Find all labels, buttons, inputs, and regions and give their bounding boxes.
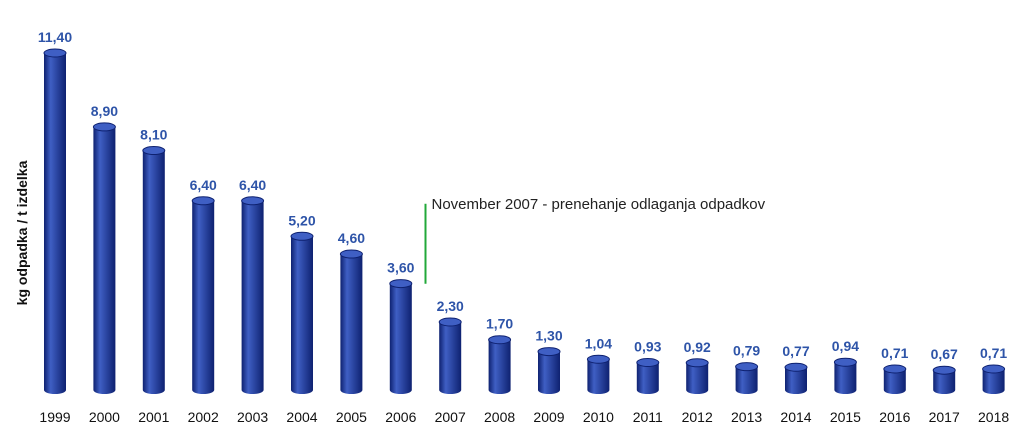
bar-2005 [340,254,363,394]
bar-2007 [439,322,462,394]
bars-group: 11,40 1999 8,90 2000 8,10 2001 6,40 2002 6,40 200… [38,29,1010,425]
annotation-group: November 2007 - prenehanje odlaganja odp… [424,196,766,284]
value-label-2001: 8,10 [140,127,167,143]
bar-2011 [636,362,659,394]
x-tick-2002: 2002 [188,409,219,425]
value-label-2010: 1,04 [585,335,612,351]
bar-2018 [982,369,1005,394]
bar-2000 [93,126,116,395]
x-tick-2006: 2006 [385,409,416,425]
bar-2009 [538,351,560,394]
bar-2008 [488,339,511,394]
bar-2003 [241,200,264,394]
bar-2016 [883,369,906,394]
value-label-2009: 1,30 [535,328,562,344]
value-label-2002: 6,40 [190,177,217,193]
bar-2010 [587,359,610,394]
bar-2017 [933,370,956,394]
x-tick-2010: 2010 [583,409,614,425]
x-tick-2007: 2007 [435,409,466,425]
x-tick-2011: 2011 [633,409,663,425]
x-tick-2008: 2008 [484,409,515,425]
value-label-2006: 3,60 [387,260,414,276]
value-label-2004: 5,20 [288,212,315,228]
x-tick-2016: 2016 [879,409,910,425]
value-label-2008: 1,70 [486,316,513,332]
bar-top-1999 [43,48,67,58]
x-tick-2018: 2018 [978,409,1009,425]
value-label-2007: 2,30 [437,298,464,314]
bar-2012 [686,362,709,394]
bar-2001 [142,150,165,394]
value-label-2016: 0,71 [881,345,908,361]
bar-top-2006 [389,279,413,289]
bar-2002 [192,200,215,394]
bar-top-2013 [735,362,759,372]
x-tick-2009: 2009 [533,409,564,425]
value-label-2011: 0,93 [634,339,661,355]
bar-top-2004 [290,231,314,241]
bar-2004 [291,236,313,394]
bar-top-2012 [685,358,709,368]
value-label-2000: 8,90 [91,103,118,119]
x-tick-1999: 1999 [39,409,70,425]
value-label-2012: 0,92 [684,339,711,355]
bar-top-2017 [932,365,956,375]
bar-2013 [735,366,758,394]
x-tick-2005: 2005 [336,409,367,425]
value-label-2003: 6,40 [239,177,266,193]
bar-top-2008 [488,335,512,345]
value-label-2017: 0,67 [931,346,958,362]
bar-top-2011 [636,358,660,368]
annotation-text: November 2007 - prenehanje odlaganja odp… [432,196,766,213]
bar-top-2001 [142,146,166,156]
bar-top-2018 [982,364,1006,374]
bar-top-2015 [833,357,857,367]
x-tick-2004: 2004 [286,409,317,425]
bar-top-2002 [191,196,215,206]
value-label-2018: 0,71 [980,345,1007,361]
bar-top-2016 [883,364,907,374]
value-label-2013: 0,79 [733,343,760,359]
x-tick-2003: 2003 [237,409,268,425]
x-tick-2001: 2001 [138,409,169,425]
bar-top-2007 [438,317,462,327]
bar-top-2010 [586,354,610,364]
x-tick-2000: 2000 [89,409,120,425]
value-label-2015: 0,94 [832,338,859,354]
x-tick-2014: 2014 [780,409,811,425]
bar-1999 [44,53,66,394]
bar-top-2005 [339,249,363,259]
bar-top-2009 [537,347,561,357]
x-tick-2013: 2013 [731,409,762,425]
bar-2014 [785,367,807,394]
value-label-2014: 0,77 [782,343,809,359]
bar-top-2014 [784,362,808,372]
value-label-2005: 4,60 [338,230,365,246]
bar-top-2000 [92,122,116,132]
value-label-1999: 11,40 [38,29,72,45]
bar-2006 [389,283,412,394]
x-tick-2017: 2017 [929,409,960,425]
bar-top-2003 [241,196,265,206]
x-tick-2012: 2012 [682,409,713,425]
x-tick-2015: 2015 [830,409,861,425]
y-axis-title: kg odpadka / t izdelka [14,160,30,305]
bar-2015 [834,362,857,394]
